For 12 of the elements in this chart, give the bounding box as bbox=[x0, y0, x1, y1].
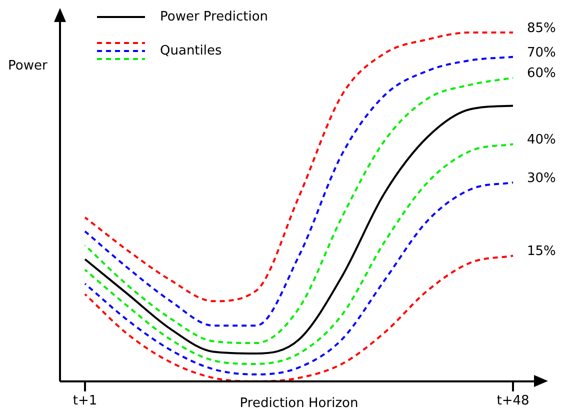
x-axis-title: Prediction Horizon bbox=[240, 396, 358, 411]
series-label: 40% bbox=[527, 132, 556, 148]
series-label: 30% bbox=[527, 170, 556, 186]
annotation: Quantiles bbox=[160, 43, 222, 58]
x-tick-label: t+48 bbox=[496, 394, 530, 409]
series-label: 60% bbox=[527, 66, 556, 82]
series-label: 15% bbox=[527, 244, 556, 260]
legend-label: Power Prediction bbox=[160, 9, 268, 24]
series-label: 85% bbox=[527, 20, 556, 36]
x-tick-label: t+1 bbox=[72, 394, 98, 409]
series-label: 70% bbox=[527, 45, 556, 60]
y-axis-title: Power bbox=[8, 58, 48, 74]
